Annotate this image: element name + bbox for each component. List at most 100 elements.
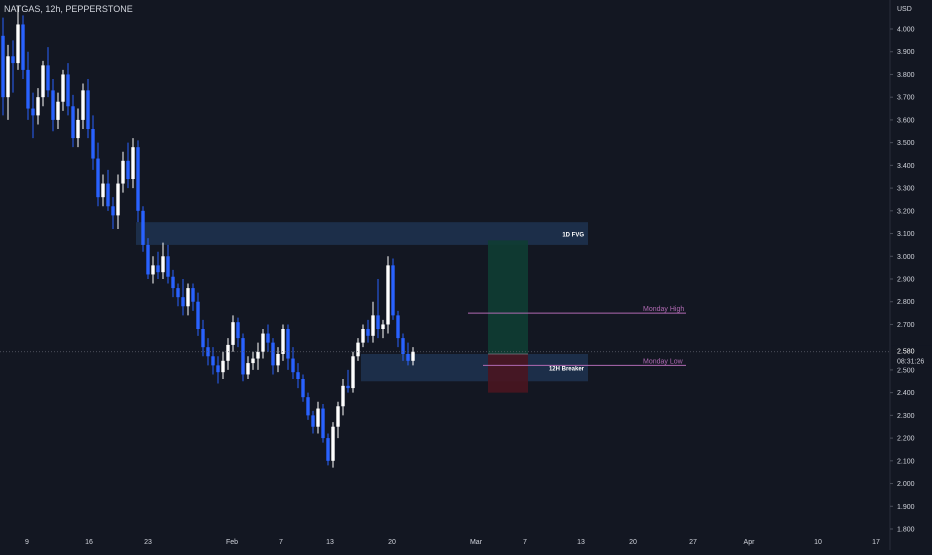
loss-zone[interactable] [488, 354, 528, 393]
candle [256, 342, 260, 370]
candle-body [396, 315, 400, 339]
price-axis[interactable]: 4.000 3.900 3.800 3.700 3.600 3.500 3.400 3.300… [890, 27, 915, 534]
price-tick-label: 2.500 [897, 367, 915, 374]
candle-body [181, 297, 185, 307]
candle-body [191, 288, 195, 302]
candle [326, 433, 330, 466]
candle-body [381, 324, 385, 329]
time-axis[interactable]: 9 16 23 Feb 7 13 20 Mar 7 13 20 27 Apr 10 17 [25, 539, 880, 546]
price-tick-label: 3.500 [897, 140, 915, 147]
candle [21, 15, 25, 79]
candle-body [256, 351, 260, 359]
candle-body [311, 415, 315, 427]
candle-body [176, 288, 180, 298]
candle-body [11, 56, 15, 64]
price-tick-label: 3.000 [897, 254, 915, 261]
candle [81, 83, 85, 129]
zone-box[interactable] [136, 222, 588, 245]
candle [101, 174, 105, 207]
candle [6, 44, 10, 120]
candle [341, 379, 345, 416]
candle [316, 401, 320, 434]
candle [181, 279, 185, 316]
profit-zone[interactable] [488, 240, 528, 354]
zone-box[interactable] [361, 354, 588, 382]
candle [166, 244, 170, 284]
candle [171, 269, 175, 298]
time-tick-label: Mar [470, 539, 483, 546]
candle-body [201, 329, 205, 348]
candle [186, 283, 190, 316]
candle-body [71, 106, 75, 139]
candle-body [56, 101, 60, 120]
price-tick-label: 3.200 [897, 208, 915, 215]
candle [221, 351, 225, 379]
time-tick-label: 16 [85, 539, 93, 546]
candle-body [226, 344, 230, 361]
current-price-tag: 2.580 08:31:26 [891, 345, 932, 368]
current-price-value: 2.580 [897, 349, 915, 356]
candle [196, 292, 200, 336]
candle [226, 338, 230, 370]
candle [366, 319, 370, 343]
time-tick-label: 9 [25, 539, 29, 546]
candle [56, 92, 60, 129]
zone-label: 12H Breaker [549, 367, 585, 373]
candle-body [411, 351, 415, 361]
candle [116, 174, 120, 229]
candle [356, 338, 360, 361]
candle [96, 142, 100, 207]
candle-body [281, 329, 285, 354]
candle-body [271, 342, 275, 366]
candle [31, 92, 35, 139]
price-tick-label: 4.000 [897, 27, 915, 34]
candles-layer [1, 6, 415, 468]
candle [306, 392, 310, 420]
candle-body [276, 354, 280, 366]
time-tick-label: Apr [744, 539, 756, 546]
time-tick-label: 13 [577, 539, 585, 546]
position-tool[interactable] [488, 240, 528, 393]
candle [51, 79, 55, 132]
candle [141, 206, 145, 252]
candle-body [326, 438, 330, 461]
candle [216, 356, 220, 384]
candle-body [6, 56, 10, 98]
candle-body [261, 333, 265, 352]
price-tick-label: 3.400 [897, 163, 915, 170]
candle [381, 319, 385, 339]
price-tick-label: 1.900 [897, 504, 915, 511]
candle-body [346, 385, 350, 389]
candle-body [221, 360, 225, 373]
zone-label: 1D FVG [562, 233, 584, 239]
candle-body [356, 342, 360, 357]
price-axis-currency: USD [897, 6, 912, 13]
candle-body [36, 97, 40, 116]
candle-body [291, 358, 295, 373]
time-tick-label: 20 [629, 539, 637, 546]
countdown-timer: 08:31:26 [897, 359, 924, 366]
candle [396, 310, 400, 348]
level-label: Monday High [643, 306, 684, 313]
candle-body [231, 322, 235, 345]
candle-body [341, 385, 345, 407]
symbol-title[interactable]: NATGAS, 12h, PEPPERSTONE [4, 4, 133, 14]
candle [261, 329, 265, 359]
candle [71, 94, 75, 148]
candle [46, 47, 50, 98]
candle-body [116, 183, 120, 216]
price-tick-label: 2.800 [897, 299, 915, 306]
candle-body [81, 90, 85, 120]
candle-body [1, 35, 5, 98]
candle-body [401, 338, 405, 354]
candle [1, 17, 5, 116]
candle [321, 404, 325, 443]
candle-body [146, 244, 150, 275]
price-tick-label: 3.600 [897, 117, 915, 124]
candle [361, 324, 365, 348]
price-tick-label: 2.100 [897, 458, 915, 465]
time-tick-label: 10 [814, 539, 822, 546]
